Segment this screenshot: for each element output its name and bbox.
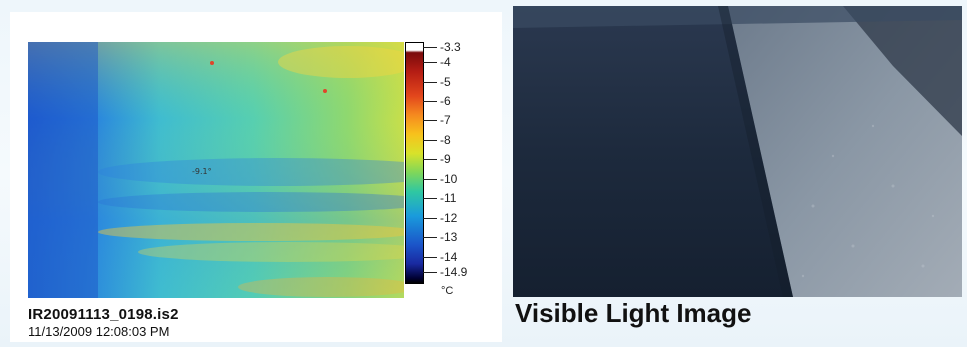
scale-tick — [423, 82, 437, 83]
scale-tick — [423, 120, 437, 121]
scale-tick — [423, 218, 437, 219]
svg-text:-9.1°: -9.1° — [192, 167, 212, 176]
scale-tick — [423, 140, 437, 141]
scale-label: -13 — [440, 230, 458, 244]
scale-tick — [423, 159, 437, 160]
scale-unit: °C — [441, 285, 454, 297]
scale-tick — [423, 47, 437, 48]
scale-tick — [423, 62, 437, 63]
temperature-scale-bar — [405, 42, 424, 284]
scale-tick — [423, 272, 437, 273]
visible-light-caption: Visible Light Image — [515, 298, 752, 328]
thermal-image: -9.1° — [28, 42, 404, 298]
scale-tick — [423, 179, 437, 180]
scale-label: -14 — [440, 250, 458, 264]
visible-light-photo — [513, 6, 962, 297]
ir-filename: IR20091113_0198.is2 — [28, 306, 179, 323]
scale-label: -7 — [440, 113, 451, 127]
scale-tick — [423, 257, 437, 258]
ir-timestamp: 11/13/2009 12:08:03 PM — [28, 324, 170, 339]
scale-label: -9 — [440, 152, 451, 166]
scale-label: -5 — [440, 75, 451, 89]
scale-tick — [423, 101, 437, 102]
scale-label: -14.9 — [440, 265, 468, 279]
scale-label: -12 — [440, 211, 458, 225]
scale-label: -11 — [440, 191, 457, 205]
scale-label: -6 — [440, 94, 451, 108]
scale-tick — [423, 198, 437, 199]
scale-label: -8 — [440, 133, 451, 147]
scale-label: -3.3 — [440, 40, 461, 54]
scale-label: -4 — [440, 55, 451, 69]
scale-tick — [423, 237, 437, 238]
scale-label: -10 — [440, 172, 458, 186]
